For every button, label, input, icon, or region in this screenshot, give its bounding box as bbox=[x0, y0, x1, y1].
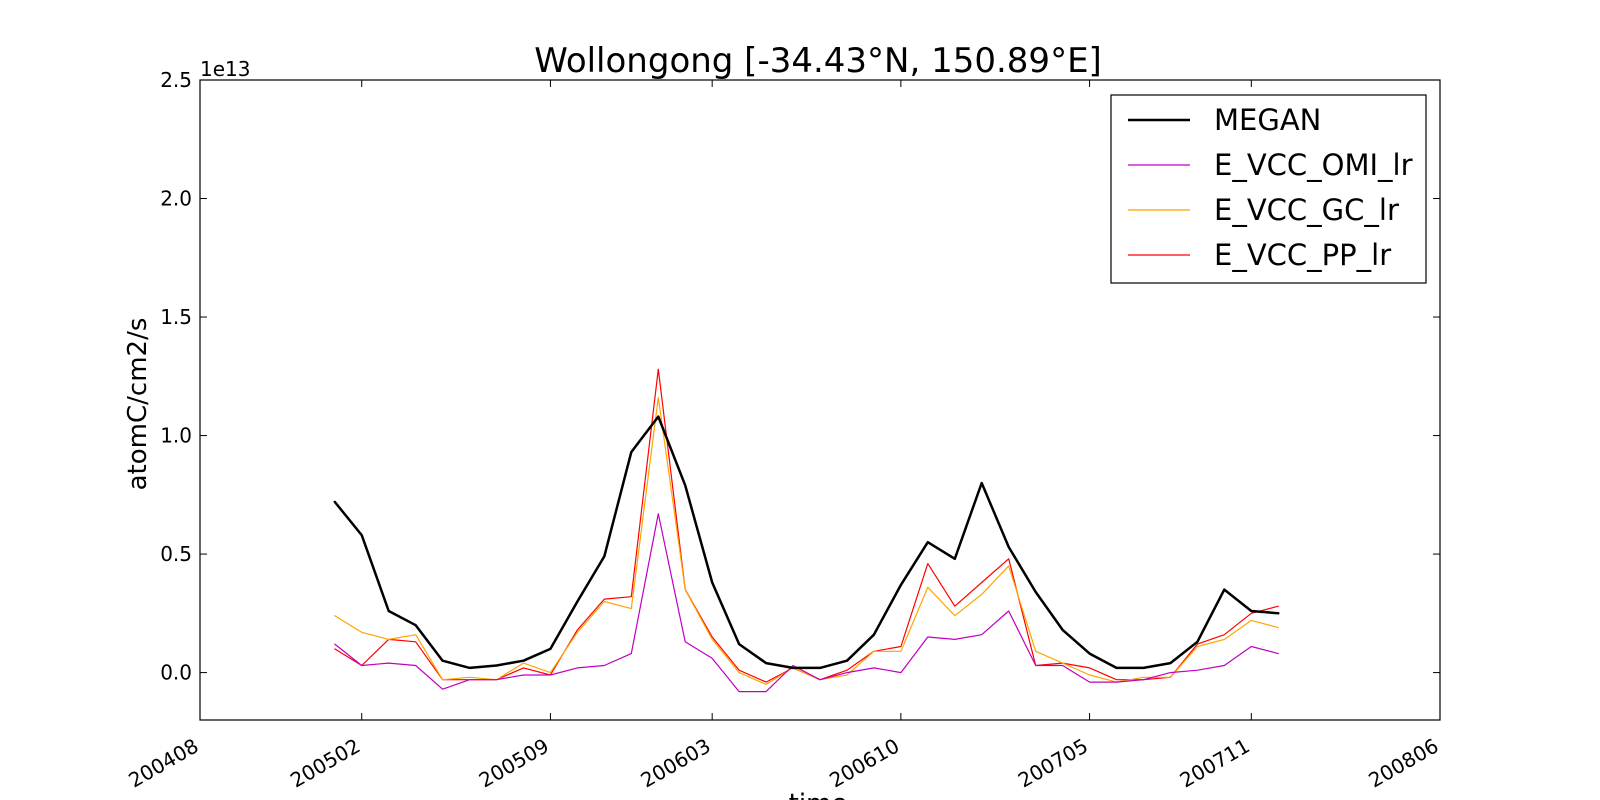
y-tick-label: 2.0 bbox=[160, 187, 192, 211]
chart-title: Wollongong [-34.43°N, 150.89°E] bbox=[534, 41, 1102, 81]
series-line-e-vcc-omi-lr bbox=[334, 513, 1279, 693]
series-line-e-vcc-pp-lr bbox=[334, 368, 1279, 683]
legend-label: E_VCC_OMI_lr bbox=[1214, 148, 1413, 182]
y-tick-label: 0.5 bbox=[160, 542, 192, 566]
legend-box bbox=[1110, 94, 1427, 284]
x-tick-label: 200705 bbox=[1014, 734, 1092, 793]
y-tick-label: 1.5 bbox=[160, 305, 192, 329]
legend: MEGAN E_VCC_OMI_lr E_VCC_GC_lr E_VCC_PP_lr bbox=[1110, 94, 1427, 284]
y-multiplier-label: 1e13 bbox=[200, 57, 250, 81]
y-axis-label: atomC/cm2/s bbox=[123, 318, 153, 491]
series-line-megan bbox=[333, 415, 1280, 670]
x-tick-label: 200603 bbox=[637, 734, 715, 793]
x-axis-label: time bbox=[789, 789, 848, 800]
legend-label: E_VCC_GC_lr bbox=[1214, 193, 1399, 227]
x-tick-label: 200502 bbox=[286, 734, 364, 793]
y-tick-label: 1.0 bbox=[160, 424, 192, 448]
y-tick-label: 2.5 bbox=[160, 68, 192, 92]
legend-label: MEGAN bbox=[1214, 103, 1321, 137]
x-tick-label: 200806 bbox=[1364, 734, 1442, 793]
series-layer bbox=[333, 368, 1280, 693]
plot-frame bbox=[199, 79, 1441, 721]
x-tick-label: 200711 bbox=[1176, 734, 1254, 793]
x-tick-label: 200610 bbox=[825, 734, 903, 793]
series-line-e-vcc-gc-lr bbox=[334, 397, 1279, 686]
y-tick-label: 0.0 bbox=[160, 661, 192, 685]
legend-label: E_VCC_PP_lr bbox=[1214, 238, 1391, 272]
x-tick-label: 200509 bbox=[475, 734, 553, 793]
x-tick-label: 200408 bbox=[124, 734, 202, 793]
